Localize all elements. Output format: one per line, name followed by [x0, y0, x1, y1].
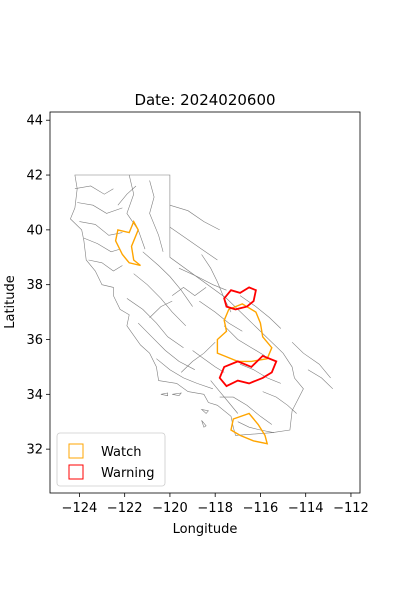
basin-boundary	[117, 185, 137, 206]
basin-boundary	[239, 363, 281, 384]
region-outline	[70, 174, 304, 436]
basin-boundary	[142, 251, 193, 307]
legend-watch-label: Watch	[101, 445, 141, 460]
x-axis-label: Longitude	[173, 522, 238, 537]
basin-boundary	[201, 254, 232, 313]
y-axis-label: Latitude	[3, 275, 18, 329]
watch-area	[230, 412, 269, 445]
legend-watch-swatch	[68, 443, 84, 459]
basin-boundary	[192, 350, 225, 373]
basin-boundary	[169, 226, 218, 261]
x-tick-label: −122	[107, 501, 143, 516]
x-tick-label: −124	[62, 501, 98, 516]
y-tick-label: 36	[26, 333, 43, 348]
x-tick-label: −116	[243, 501, 279, 516]
y-tick-label: 32	[26, 443, 43, 458]
basin-boundary	[156, 358, 213, 390]
basin-boundary	[77, 202, 123, 214]
x-tick-label: −118	[197, 501, 233, 516]
chart-title: Date: 2024020600	[134, 91, 275, 109]
basin-boundary	[137, 322, 195, 370]
basin-boundary	[83, 237, 121, 253]
basin-boundary	[172, 287, 207, 296]
watch-area	[216, 303, 273, 363]
legend-warning-swatch	[68, 464, 84, 480]
basin-boundary	[237, 421, 275, 433]
basin-boundary	[126, 174, 146, 250]
y-tick-label: 42	[26, 169, 43, 184]
basin-boundary	[79, 221, 123, 236]
plot-area	[49, 111, 361, 494]
y-tick-label: 34	[26, 388, 43, 403]
x-tick-label: −112	[333, 501, 369, 516]
island-outline	[172, 392, 182, 397]
map-layer	[70, 174, 334, 445]
basin-boundary	[262, 391, 297, 414]
basin-boundary	[239, 295, 282, 329]
y-tick-label: 40	[26, 223, 43, 238]
basin-boundary	[169, 204, 220, 231]
basin-boundary	[149, 300, 173, 318]
basin-boundary	[133, 273, 187, 327]
basin-boundary	[219, 396, 272, 425]
basin-boundary	[180, 341, 216, 373]
basin-boundary	[74, 185, 114, 195]
legend-box	[56, 432, 166, 487]
basin-boundary	[88, 259, 123, 272]
y-tick-label: 38	[26, 278, 43, 293]
watch-area	[114, 219, 141, 267]
legend: Watch Warning	[56, 432, 166, 487]
x-axis: −124 −122 −120 −118 −116 −114 −112	[62, 493, 369, 516]
island-outline	[201, 420, 207, 428]
island-outline	[160, 392, 168, 397]
legend-warning-label: Warning	[101, 466, 154, 481]
basin-boundary	[126, 298, 184, 348]
x-tick-label: −114	[288, 501, 324, 516]
basin-boundary	[199, 300, 243, 332]
warning-area	[223, 286, 257, 311]
basin-boundary	[149, 180, 164, 252]
y-axis: 32 34 36 38 40 42 44	[26, 114, 50, 458]
warning-area	[218, 354, 278, 388]
y-tick-label: 44	[26, 114, 43, 129]
basin-boundary	[291, 341, 331, 379]
basin-boundary	[307, 369, 334, 390]
x-tick-label: −120	[152, 501, 188, 516]
island-outline	[200, 408, 209, 414]
basin-boundary	[223, 325, 266, 357]
